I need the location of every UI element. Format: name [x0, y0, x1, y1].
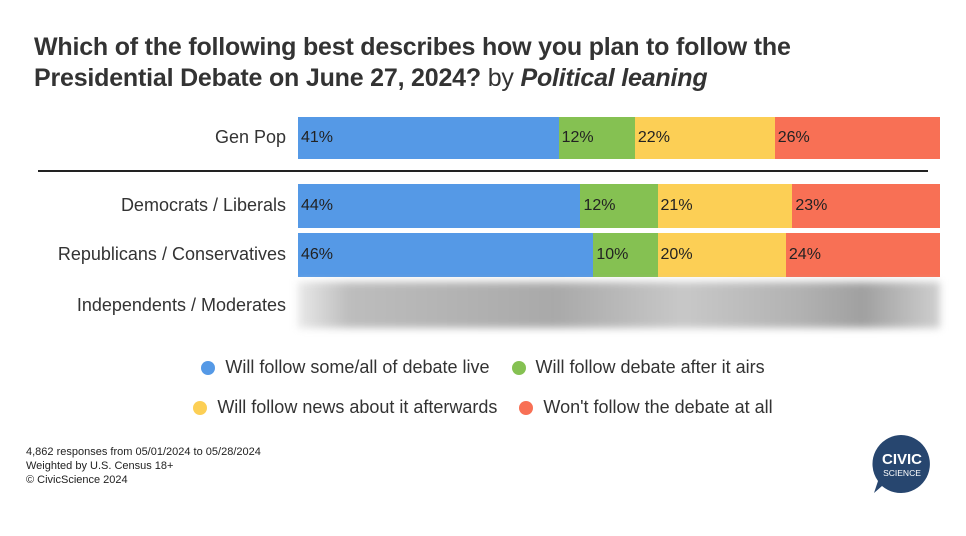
legend-item-live: Will follow some/all of debate live [201, 357, 490, 378]
bar-segment-1-0: 44% [298, 184, 581, 228]
bar-segment-2-2: 20% [657, 233, 786, 277]
bar-row-1: 44% 12% 21% 23% [298, 184, 940, 228]
data-label-2-2: 20% [660, 246, 693, 263]
data-label-2-3: 24% [788, 246, 821, 263]
footnote: 4,862 responses from 05/01/2024 to 05/28… [26, 445, 261, 487]
gen-pop-divider [38, 170, 928, 172]
bar-row-2: 46% 10% 20% 24% [298, 233, 940, 277]
legend-label-news: Will follow news about it afterwards [217, 397, 498, 417]
data-label-0-2: 22% [637, 129, 670, 146]
logo-text-civic: CIVIC [882, 451, 922, 468]
data-label-2-0: 46% [301, 246, 334, 263]
row-label-3: Independents / Moderates [76, 295, 286, 315]
legend-label-after: Will follow debate after it airs [535, 357, 765, 377]
data-label-2-1: 10% [596, 246, 629, 263]
bar-segment-2-3: 24% [785, 233, 940, 277]
blurred-bar-independents [298, 282, 940, 328]
bar-segment-1-2: 21% [657, 184, 793, 228]
footnote-copyright: © CivicScience 2024 [26, 474, 128, 486]
legend-dot-news [193, 400, 208, 415]
legend-item-after: Will follow debate after it airs [511, 357, 765, 378]
legend-item-wont: Won't follow the debate at all [519, 397, 773, 418]
data-label-1-0: 44% [301, 197, 334, 214]
bar-segment-0-2: 22% [634, 117, 775, 159]
legend-row-2: Will follow news about it afterwards Won… [0, 397, 966, 418]
bar-segment-1-3: 23% [792, 184, 940, 228]
logo-bubble [872, 435, 930, 493]
data-label-1-1: 12% [583, 197, 616, 214]
bar-segment-2-0: 46% [298, 233, 594, 277]
data-label-1-2: 21% [660, 197, 693, 214]
legend-dot-live [201, 360, 216, 375]
row-label-0: Gen Pop [214, 127, 286, 147]
legend-dot-wont [519, 400, 534, 415]
bar-segment-0-0: 41% [298, 117, 559, 159]
bar-segment-2-1: 10% [593, 233, 658, 277]
title-lean: Political leaning [520, 64, 708, 92]
legend-row-1: Will follow some/all of debate live Will… [0, 357, 966, 378]
data-label-0-1: 12% [561, 129, 594, 146]
legend-dot-after [511, 360, 526, 375]
bar-segment-0-3: 26% [774, 117, 940, 159]
footnote-weighting: Weighted by U.S. Census 18+ [26, 460, 174, 472]
logo-text-science: SCIENCE [883, 468, 921, 478]
legend-label-wont: Won't follow the debate at all [543, 397, 773, 417]
title-by: by [487, 64, 514, 92]
bar-segment-0-1: 12% [558, 117, 635, 159]
civicscience-logo: CIVIC SCIENCE [872, 435, 930, 493]
chart-title: Which of the following best describes ho… [34, 32, 934, 94]
title-main: Which of the following best describes ho… [34, 33, 791, 92]
footnote-responses: 4,862 responses from 05/01/2024 to 05/28… [26, 446, 261, 458]
legend-label-live: Will follow some/all of debate live [225, 357, 490, 377]
row-label-2: Republicans / Conservatives [57, 244, 286, 264]
data-label-0-3: 26% [777, 129, 810, 146]
data-label-1-3: 23% [795, 197, 828, 214]
bar-row-0: 41% 12% 22% 26% [298, 117, 940, 159]
data-label-0-0: 41% [301, 129, 334, 146]
row-label-1: Democrats / Liberals [120, 195, 286, 215]
legend-item-news: Will follow news about it afterwards [193, 397, 497, 418]
bar-segment-1-1: 12% [580, 184, 658, 228]
